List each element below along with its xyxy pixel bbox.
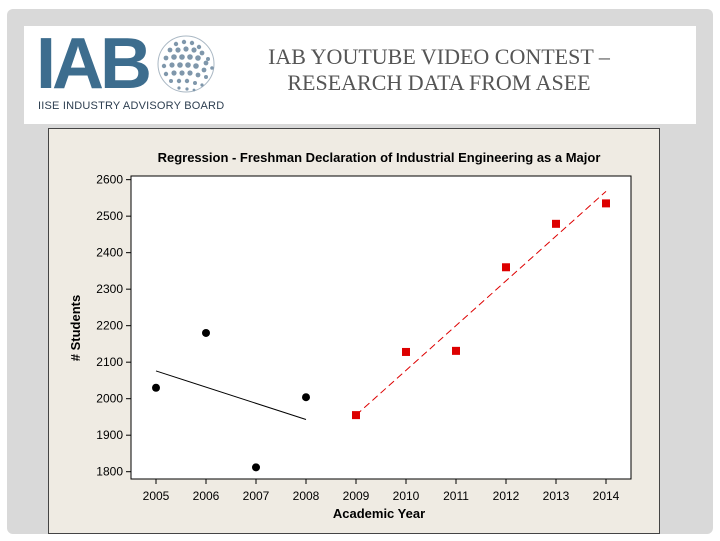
slide-title-line-1: IAB YOUTUBE VIDEO CONTEST – [268, 44, 610, 69]
logo-caption: IISE INDUSTRY ADVISORY BOARD [38, 100, 225, 112]
x-tick-label: 2005 [143, 489, 170, 503]
data-point-series-1 [202, 328, 210, 337]
data-point-series-1 [152, 383, 160, 392]
data-point-series-2 [352, 411, 360, 420]
y-tick-label: 2400 [96, 246, 123, 260]
plot-area [130, 175, 632, 480]
slide-title-line-2: RESEARCH DATA FROM ASEE [287, 70, 591, 95]
data-point-series-1 [302, 393, 310, 402]
y-axis-label: # Students [68, 295, 83, 361]
data-point-series-1 [252, 463, 260, 472]
data-point-series-2 [552, 219, 560, 228]
regression-chart: Regression - Freshman Declaration of Ind… [48, 128, 660, 534]
x-tick-label: 2011 [443, 489, 469, 503]
slide-title: IAB YOUTUBE VIDEO CONTEST – RESEARCH DAT… [236, 44, 642, 96]
x-tick-label: 2006 [193, 489, 220, 503]
iab-logo: IAB IISE INDUSTRY ADVISORY BOARD [36, 24, 224, 120]
x-tick-label: 2014 [593, 489, 620, 503]
slide-header [24, 26, 696, 124]
y-tick-label: 2600 [96, 173, 123, 187]
y-tick-label: 2200 [96, 319, 123, 333]
data-point-series-2 [402, 347, 410, 356]
y-tick-label: 1800 [96, 465, 123, 479]
y-tick-label: 2300 [96, 282, 123, 296]
data-point-series-2 [502, 263, 510, 272]
x-tick-label: 2008 [293, 489, 320, 503]
chart-title: Regression - Freshman Declaration of Ind… [158, 150, 601, 165]
x-axis-label: Academic Year [333, 506, 425, 521]
x-tick-label: 2007 [243, 489, 270, 503]
logo-letters: IAB [36, 24, 152, 104]
x-tick-label: 2009 [343, 489, 370, 503]
y-tick-label: 2100 [96, 355, 123, 369]
y-tick-label: 2000 [96, 392, 123, 406]
data-point-series-2 [452, 346, 460, 355]
y-tick-label: 2500 [96, 209, 123, 223]
fit-line-series-2 [355, 190, 607, 416]
x-tick-label: 2013 [543, 489, 570, 503]
fit-line-series-1 [155, 370, 307, 420]
x-tick-label: 2012 [493, 489, 520, 503]
y-tick-label: 1900 [96, 428, 123, 442]
data-point-series-2 [602, 199, 610, 208]
logo-globe-icon [157, 35, 215, 93]
x-tick-label: 2010 [393, 489, 420, 503]
